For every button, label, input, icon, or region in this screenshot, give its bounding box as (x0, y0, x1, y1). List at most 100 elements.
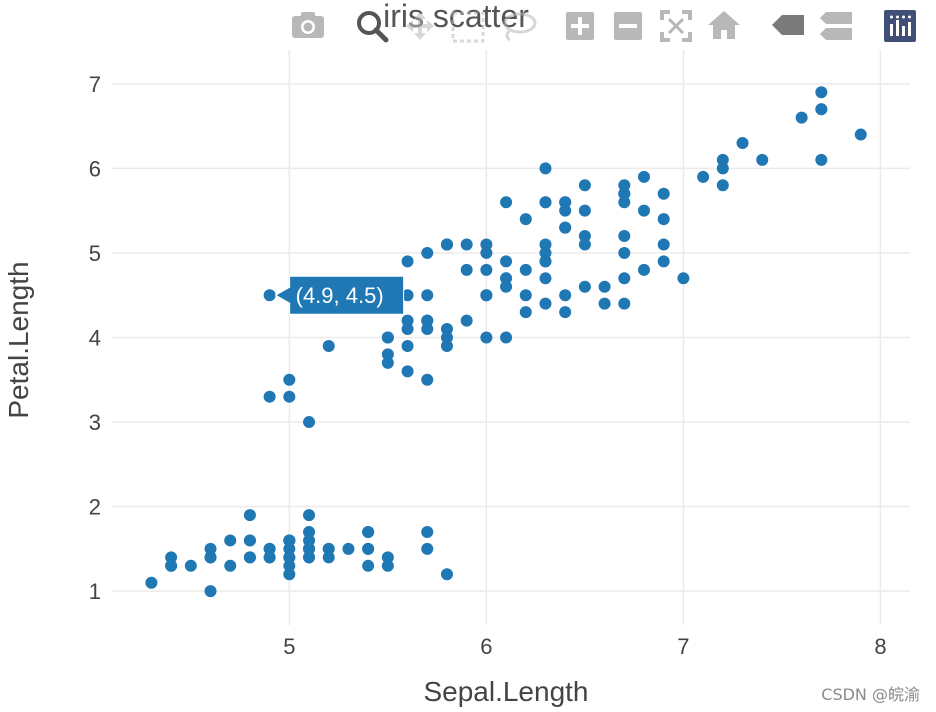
data-point[interactable] (440, 323, 453, 336)
data-point[interactable] (421, 289, 434, 302)
data-point[interactable] (716, 179, 729, 192)
data-point[interactable] (500, 255, 513, 268)
data-point[interactable] (578, 238, 591, 251)
data-point[interactable] (421, 246, 434, 259)
data-point[interactable] (460, 238, 473, 251)
pan-icon[interactable] (406, 12, 434, 40)
data-point[interactable] (381, 348, 394, 361)
data-point[interactable] (638, 170, 650, 183)
data-point[interactable] (500, 331, 513, 344)
data-point[interactable] (460, 314, 473, 327)
data-point[interactable] (480, 238, 493, 251)
data-point[interactable] (539, 162, 552, 175)
data-point[interactable] (815, 103, 828, 116)
data-point[interactable] (618, 230, 631, 243)
data-point[interactable] (362, 525, 375, 538)
data-point[interactable] (500, 196, 513, 209)
data-point[interactable] (638, 263, 650, 276)
data-point[interactable] (480, 246, 493, 259)
data-point[interactable] (815, 86, 828, 99)
data-point[interactable] (322, 542, 335, 555)
data-point[interactable] (500, 280, 513, 293)
data-point[interactable] (578, 230, 591, 243)
data-point[interactable] (401, 339, 414, 352)
data-point[interactable] (184, 559, 197, 572)
data-point[interactable] (421, 373, 434, 386)
data-point[interactable] (303, 509, 316, 522)
data-point[interactable] (480, 289, 493, 302)
data-point[interactable] (618, 196, 631, 209)
data-point[interactable] (263, 390, 276, 403)
data-point[interactable] (657, 187, 670, 200)
data-point[interactable] (539, 255, 552, 268)
data-point[interactable] (283, 568, 296, 581)
data-point[interactable] (854, 128, 867, 141)
data-point[interactable] (578, 280, 591, 293)
data-point[interactable] (440, 339, 453, 352)
data-point[interactable] (736, 137, 749, 150)
data-point[interactable] (795, 111, 808, 124)
plotly-logo-icon[interactable] (884, 10, 916, 42)
data-point[interactable] (204, 551, 217, 564)
data-point[interactable] (559, 196, 572, 209)
zoom-icon[interactable] (357, 11, 389, 43)
data-point[interactable] (243, 551, 256, 564)
data-point[interactable] (716, 162, 729, 175)
camera-icon[interactable] (292, 12, 324, 38)
data-point[interactable] (539, 238, 552, 251)
data-point[interactable] (559, 221, 572, 234)
data-point[interactable] (598, 280, 611, 293)
data-point[interactable] (362, 542, 375, 555)
data-point[interactable] (303, 525, 316, 538)
data-point[interactable] (657, 238, 670, 251)
data-point[interactable] (165, 559, 178, 572)
data-point[interactable] (618, 246, 631, 259)
data-point[interactable] (815, 153, 828, 166)
lasso-icon[interactable] (503, 12, 537, 42)
data-point[interactable] (303, 542, 316, 555)
data-point[interactable] (283, 559, 296, 572)
data-point[interactable] (460, 263, 473, 276)
data-point[interactable] (401, 365, 414, 378)
data-point[interactable] (618, 297, 631, 310)
data-point[interactable] (421, 542, 434, 555)
data-point[interactable] (421, 323, 434, 336)
autoscale-icon[interactable] (660, 10, 692, 42)
data-point[interactable] (539, 272, 552, 285)
data-point[interactable] (480, 263, 493, 276)
data-point[interactable] (598, 297, 611, 310)
data-point[interactable] (756, 153, 769, 166)
data-point[interactable] (697, 170, 710, 183)
data-point[interactable] (559, 306, 572, 319)
data-point[interactable] (401, 323, 414, 336)
data-point[interactable] (401, 314, 414, 327)
data-point[interactable] (243, 509, 256, 522)
data-point[interactable] (618, 272, 631, 285)
data-point[interactable] (618, 179, 631, 192)
data-point[interactable] (381, 559, 394, 572)
data-point[interactable] (303, 416, 316, 429)
data-point[interactable] (303, 551, 316, 564)
data-point[interactable] (263, 289, 276, 302)
data-point[interactable] (677, 272, 690, 285)
data-point[interactable] (440, 331, 453, 344)
data-point[interactable] (638, 204, 650, 217)
data-point[interactable] (381, 331, 394, 344)
data-point[interactable] (283, 390, 296, 403)
data-point[interactable] (716, 153, 729, 166)
data-point[interactable] (421, 314, 434, 327)
data-point[interactable] (263, 551, 276, 564)
data-points[interactable] (145, 86, 867, 598)
zoom-in-icon[interactable] (566, 12, 594, 40)
hover-compare-icon[interactable] (820, 12, 852, 40)
data-point[interactable] (204, 585, 217, 598)
data-point[interactable] (440, 238, 453, 251)
data-point[interactable] (401, 255, 414, 268)
data-point[interactable] (559, 204, 572, 217)
data-point[interactable] (401, 289, 414, 302)
zoom-out-icon[interactable] (614, 12, 642, 40)
data-point[interactable] (381, 551, 394, 564)
box-select-icon[interactable] (451, 11, 485, 43)
data-point[interactable] (322, 339, 335, 352)
